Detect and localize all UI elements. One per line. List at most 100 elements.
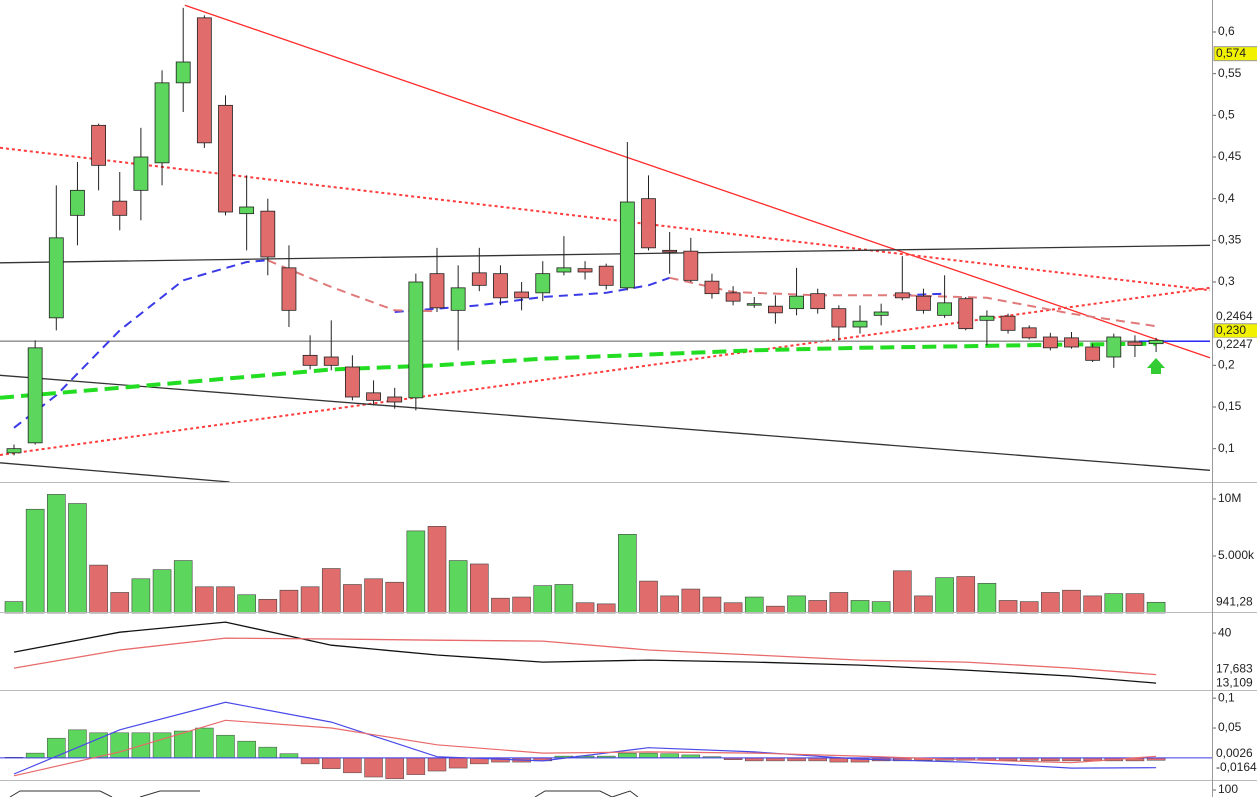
drawing-shape: [139, 790, 200, 797]
volume-bar: [68, 503, 87, 614]
candle-body: [1042, 336, 1058, 349]
candle-body: [196, 17, 212, 144]
y-tick-label: 40: [1218, 625, 1232, 639]
volume-bar: [787, 595, 806, 614]
volume-bar: [829, 592, 849, 614]
volume-bar: [385, 581, 405, 614]
volume-bar: [956, 576, 976, 614]
volume-bar: [554, 584, 574, 614]
macd-line: [13, 701, 1157, 775]
macd-bar: [216, 734, 235, 759]
price-label: -0,0164: [1216, 760, 1257, 774]
candle-body: [281, 267, 297, 311]
price-label: 0,2247: [1216, 337, 1253, 351]
volume-bar: [258, 599, 278, 614]
signal-arrow: [1147, 358, 1165, 374]
macd-bar: [448, 757, 468, 769]
y-tick-label: 0,1: [1218, 441, 1235, 455]
macd-bar: [322, 757, 341, 769]
candle-body: [218, 104, 233, 213]
y-tick-label: 0,1: [1218, 690, 1235, 704]
candle-body: [683, 250, 699, 281]
candle-body: [577, 268, 593, 273]
candle-body: [514, 291, 529, 299]
price-label-box: [1214, 595, 1257, 610]
volume-bar: [321, 568, 341, 614]
candle-body: [112, 200, 128, 216]
macd-bar: [660, 753, 679, 759]
y-tick-label: 0,55: [1218, 66, 1242, 80]
volume-bar: [618, 534, 637, 614]
y-tick-label: 100: [1218, 782, 1238, 796]
volume-bar: [279, 589, 299, 614]
volume-bar: [300, 586, 320, 614]
candle-body: [1148, 339, 1164, 345]
indicator-line: [13, 637, 1157, 676]
volume-bar: [1083, 595, 1102, 614]
volume-bar: [1125, 593, 1145, 614]
candle-body: [937, 302, 952, 316]
overlay-line: [0, 462, 230, 483]
candle-body: [556, 267, 572, 273]
volume-bar: [427, 526, 447, 614]
candle-body: [873, 311, 889, 316]
candle-body: [493, 273, 508, 299]
price-label-box: [1214, 760, 1257, 775]
candle-body: [175, 61, 191, 84]
price-label: 0,230: [1216, 323, 1246, 337]
price-label: 0,574: [1216, 46, 1246, 60]
volume-bar: [195, 586, 214, 614]
volume-bar: [914, 595, 933, 614]
candle-body: [1127, 341, 1143, 346]
y-tick-label: 0,6: [1218, 24, 1235, 38]
macd-bar: [110, 732, 129, 759]
y-tick-label: 0,45: [1218, 149, 1242, 163]
candle-body: [916, 295, 931, 311]
candle-body: [725, 292, 741, 302]
candle-body: [535, 273, 551, 294]
candle-body: [48, 237, 64, 319]
candle-body: [387, 396, 403, 403]
volume-bar: [110, 592, 130, 614]
volume-bar: [639, 580, 658, 614]
volume-bar: [512, 596, 531, 614]
macd-bar: [385, 757, 404, 780]
macd-bar: [343, 757, 362, 774]
candle-body: [852, 320, 868, 328]
y-tick-label: 0,05: [1218, 720, 1242, 734]
candle-body: [471, 272, 487, 286]
candle-body: [746, 303, 762, 306]
price-label-box: [1213, 46, 1257, 62]
volume-bar: [998, 600, 1018, 614]
candle-body: [260, 210, 276, 258]
macd-bar: [258, 746, 278, 759]
volume-bar: [533, 585, 553, 614]
price-label-box: [1214, 337, 1257, 352]
volume-bar: [1019, 601, 1039, 614]
candle-body: [1064, 337, 1079, 348]
y-tick-label: 0,4: [1218, 191, 1235, 205]
volume-bar: [1041, 592, 1060, 614]
price-label-box: [1214, 676, 1257, 691]
y-tick-label: 0,35: [1218, 233, 1242, 247]
drawing-shape: [9, 790, 113, 797]
drawing-shape: [534, 790, 639, 797]
macd-bar: [427, 757, 447, 772]
candle-body: [91, 124, 106, 166]
price-label: 17,683: [1216, 661, 1253, 675]
candle-body: [768, 305, 783, 314]
macd-bar: [25, 752, 45, 759]
candle-body: [1021, 327, 1037, 339]
volume-bar: [808, 600, 828, 614]
volume-bar: [892, 570, 912, 614]
volume-bar: [1146, 601, 1166, 614]
macd-bar: [639, 752, 658, 759]
candle-body: [810, 293, 826, 310]
candle-body: [662, 249, 678, 253]
candle-body: [366, 392, 381, 401]
candle-body: [27, 347, 43, 444]
candle-body: [598, 265, 614, 286]
y-tick-label: 0,15: [1218, 399, 1242, 413]
